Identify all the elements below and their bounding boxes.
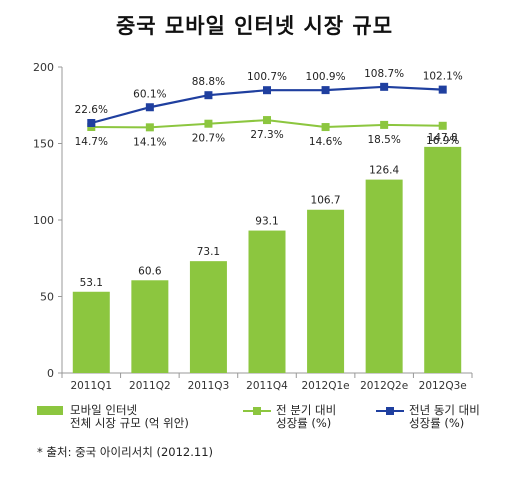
x-tick-label: 2011Q2 [129, 380, 171, 392]
yoy-data-label: 102.1% [423, 71, 463, 83]
yoy-point [263, 86, 271, 95]
y-tick-label: 100 [33, 214, 54, 227]
x-tick-label: 2012Q2e [360, 380, 408, 392]
bar [424, 146, 462, 373]
qoq-data-label: 27.3% [250, 129, 283, 141]
qoq-data-label: 18.5% [367, 134, 400, 146]
yoy-data-label: 60.1% [133, 88, 166, 100]
qoq-point [438, 121, 447, 130]
qoq-point [380, 120, 389, 129]
qoq-data-label: 16.9% [426, 135, 459, 147]
bar [189, 261, 227, 373]
x-tick-label: 2011Q3 [188, 380, 230, 392]
yoy-data-label: 108.7% [364, 68, 404, 80]
chart-title: 중국 모바일 인터넷 시장 규모 [115, 14, 394, 38]
yoy-data-label: 88.8% [192, 76, 225, 88]
x-tick-label: 2011Q4 [246, 380, 288, 392]
bar [131, 280, 169, 373]
yoy-point [204, 91, 213, 100]
x-tick-label: 2012Q3e [419, 380, 467, 392]
legend-bar-label-line1: 모바일 인터넷 [70, 403, 138, 417]
legend-bar-swatch [37, 406, 63, 415]
bar-value-label: 53.1 [80, 277, 103, 289]
yoy-point [87, 119, 96, 127]
legend-qoq-label-line1: 전 분기 대비 [276, 403, 337, 417]
legend-qoq-marker [253, 407, 261, 415]
yoy-data-label: 22.6% [75, 104, 108, 116]
bar-value-label: 126.4 [369, 165, 399, 177]
yoy-data-label: 100.7% [247, 71, 287, 83]
qoq-data-label: 20.7% [192, 133, 225, 145]
qoq-data-label: 14.6% [309, 136, 342, 148]
qoq-data-label: 14.1% [133, 136, 166, 148]
bar [365, 179, 403, 373]
bar [72, 291, 110, 373]
x-tick-label: 2011Q1 [70, 380, 112, 392]
qoq-data-label: 14.7% [75, 136, 108, 148]
qoq-point [145, 123, 154, 132]
yoy-point [321, 86, 330, 95]
yoy-point [145, 103, 154, 112]
x-tick-label: 2012Q1e [302, 380, 350, 392]
bar-value-label: 93.1 [255, 216, 278, 228]
bar [307, 209, 345, 373]
bar-value-label: 73.1 [197, 246, 220, 258]
source-note: * 출처: 중국 아이리서치 (2012.11) [37, 445, 213, 459]
legend-yoy-marker [386, 407, 394, 415]
y-tick-label: 50 [40, 291, 54, 304]
qoq-point [321, 123, 330, 132]
bar [248, 230, 286, 373]
legend-yoy-label-line1: 전년 동기 대비 [409, 403, 480, 417]
y-tick-label: 200 [33, 61, 54, 74]
yoy-point [438, 85, 447, 94]
bar-value-label: 147.8 [428, 132, 458, 144]
bar-value-label: 60.6 [138, 265, 162, 277]
legend-yoy-label-line2: 성장률 (%) [409, 416, 465, 430]
legend-qoq-label-line2: 성장률 (%) [276, 416, 332, 430]
y-tick-label: 0 [47, 367, 54, 380]
yoy-data-label: 100.9% [306, 71, 346, 83]
yoy-point [380, 82, 389, 91]
y-tick-label: 150 [33, 138, 54, 151]
qoq-point [263, 116, 271, 125]
bar-value-label: 106.7 [311, 195, 341, 207]
qoq-point [204, 119, 213, 128]
legend-bar-label-line2: 전체 시장 규모 (억 위안) [70, 416, 189, 430]
